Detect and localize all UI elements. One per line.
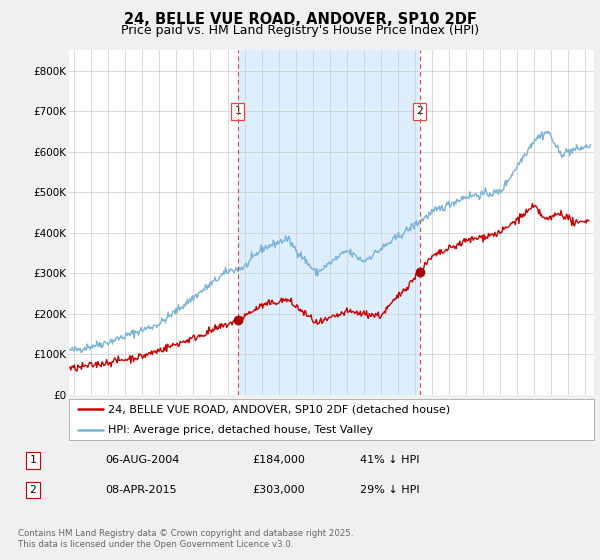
Text: 24, BELLE VUE ROAD, ANDOVER, SP10 2DF: 24, BELLE VUE ROAD, ANDOVER, SP10 2DF [124,12,476,27]
Text: £303,000: £303,000 [252,485,305,495]
Text: 08-APR-2015: 08-APR-2015 [105,485,176,495]
Bar [238,50,419,395]
Text: Contains HM Land Registry data © Crown copyright and database right 2025.
This d: Contains HM Land Registry data © Crown c… [18,529,353,549]
Text: 41% ↓ HPI: 41% ↓ HPI [360,455,419,465]
Text: Price paid vs. HM Land Registry's House Price Index (HPI): Price paid vs. HM Land Registry's House … [121,24,479,36]
Text: 1: 1 [234,106,241,116]
Text: 24, BELLE VUE ROAD, ANDOVER, SP10 2DF (detached house): 24, BELLE VUE ROAD, ANDOVER, SP10 2DF (d… [109,404,451,414]
Text: HPI: Average price, detached house, Test Valley: HPI: Average price, detached house, Test… [109,424,373,435]
Text: 06-AUG-2004: 06-AUG-2004 [105,455,179,465]
Text: 1: 1 [29,455,37,465]
Text: 2: 2 [416,106,423,116]
Text: 29% ↓ HPI: 29% ↓ HPI [360,485,419,495]
Text: £184,000: £184,000 [252,455,305,465]
Text: 2: 2 [29,485,37,495]
